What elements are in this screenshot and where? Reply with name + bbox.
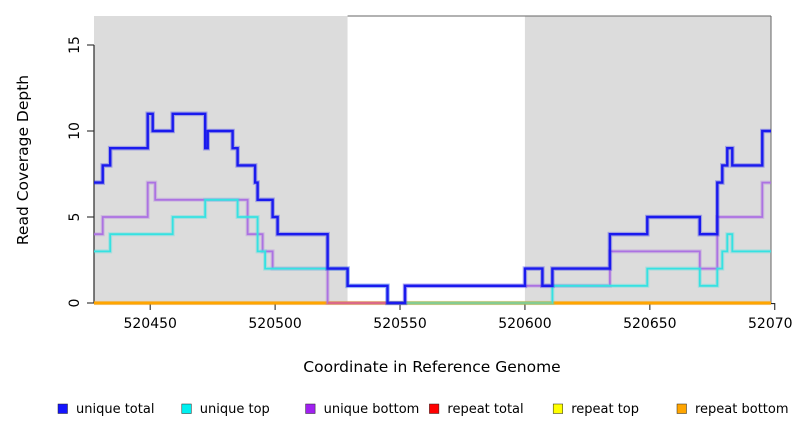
legend-label: unique bottom: [324, 402, 420, 417]
y-tick-label: 5: [67, 213, 83, 222]
y-axis-title: Read Coverage Depth: [14, 75, 32, 245]
legend-swatch: [305, 403, 316, 414]
x-tick-label: 520650: [623, 316, 676, 332]
x-tick-label: 520450: [123, 316, 176, 332]
legend-label: repeat total: [447, 402, 523, 417]
series-line-unique-total: [94, 112, 771, 305]
legend-item-repeat-total: repeat total: [429, 402, 524, 417]
legend-swatch: [552, 403, 563, 414]
x-axis-title: Coordinate in Reference Genome: [303, 358, 560, 376]
x-tick-label: 520600: [498, 316, 551, 332]
legend-item-repeat-bottom: repeat bottom: [676, 402, 789, 417]
legend-swatch: [181, 403, 192, 414]
legend-item-unique-top: unique top: [181, 402, 270, 417]
legend-swatch: [429, 403, 440, 414]
legend-swatch: [57, 403, 68, 414]
repeat-region-left: [94, 16, 348, 303]
y-tick-label: 15: [67, 36, 83, 54]
legend-swatch: [676, 403, 687, 414]
x-tick-label: 520550: [373, 316, 426, 332]
legend-item-unique-total: unique total: [57, 402, 154, 417]
legend-label: repeat top: [571, 402, 639, 417]
legend-label: unique total: [76, 402, 154, 417]
legend-label: unique top: [200, 402, 270, 417]
legend-item-repeat-top: repeat top: [552, 402, 639, 417]
x-tick-label: 520500: [248, 316, 301, 332]
y-tick-label: 0: [67, 299, 83, 308]
repeat-region-right: [524, 16, 771, 303]
y-tick-label: 10: [67, 122, 83, 140]
data-series: [94, 111, 771, 306]
legend-label: repeat bottom: [695, 402, 789, 417]
legend-item-unique-bottom: unique bottom: [305, 402, 420, 417]
shaded-repeat-regions: [94, 16, 771, 303]
chart-legend: unique total unique top unique bottom repea…: [57, 402, 789, 417]
